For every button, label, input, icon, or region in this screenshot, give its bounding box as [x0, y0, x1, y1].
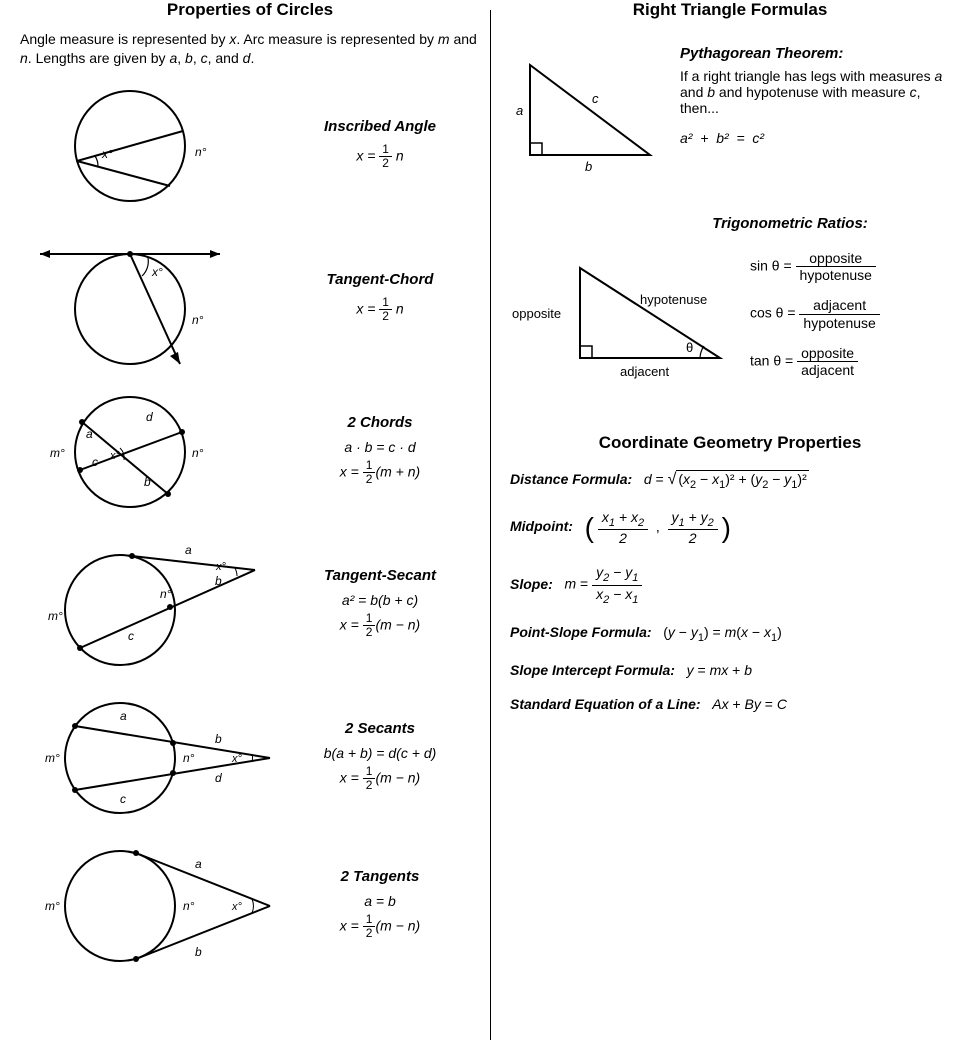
svg-text:a: a	[195, 857, 202, 871]
title-tangentsecant: Tangent-Secant	[280, 567, 480, 584]
section-trig: Trigonometric Ratios: θ opposite adjacen…	[510, 215, 950, 398]
title-twosecants: 2 Secants	[280, 720, 480, 737]
svg-text:x°: x°	[109, 450, 121, 462]
svg-text:a: a	[185, 543, 192, 557]
formula-inscribed-1: x = 12 n	[280, 143, 480, 170]
diagram-inscribed: x° n°	[20, 76, 280, 216]
svg-text:x°: x°	[101, 147, 113, 161]
svg-text:a: a	[516, 103, 523, 118]
diagram-tangentsecant: a b c n° m° x°	[20, 530, 280, 680]
diagram-twochords: a d c b x° m° n°	[20, 382, 280, 522]
svg-text:x°: x°	[215, 561, 227, 573]
cg-standard: Standard Equation of a Line: Ax + By = C	[510, 696, 950, 712]
row-tangentchord: x° n° Tangent-Chord x = 12 n	[20, 224, 480, 374]
formulas-tangentsecant: Tangent-Secant a² = b(b + c) x = 12(m − …	[280, 567, 480, 643]
title-pythagorean: Pythagorean Theorem:	[680, 45, 950, 62]
formula-twochords-2: x = 12(m + n)	[280, 459, 480, 486]
formula-tangentchord-1: x = 12 n	[280, 296, 480, 323]
formula-tangentsecant-1: a² = b(b + c)	[280, 592, 480, 608]
text-pythagorean: If a right triangle has legs with measur…	[680, 68, 950, 116]
formula-twochords-1: a · b = c · d	[280, 439, 480, 455]
svg-text:b: b	[585, 159, 592, 174]
svg-text:c: c	[128, 629, 134, 643]
svg-text:d: d	[146, 410, 153, 424]
right-column: Right Triangle Formulas a b c Pythagorea…	[510, 0, 950, 730]
diagram-tangentchord: x° n°	[20, 224, 280, 374]
label-adjacent: adjacent	[620, 364, 670, 379]
label-opposite: opposite	[512, 306, 561, 321]
ratio-cos: cos θ = adjacenthypotenuse	[750, 297, 950, 330]
title-inscribed: Inscribed Angle	[280, 118, 480, 135]
diagram-twotangents: a b n° m° x°	[20, 836, 280, 976]
svg-text:a: a	[86, 427, 93, 441]
cg-slopeint: Slope Intercept Formula: y = mx + b	[510, 662, 950, 678]
diagram-twosecants: a b c d n° m° x°	[20, 688, 280, 828]
cg-pointslope: Point-Slope Formula: (y − y1) = m(x − x1…	[510, 624, 950, 644]
right-heading1: Right Triangle Formulas	[510, 0, 950, 20]
svg-text:n°: n°	[183, 899, 195, 913]
row-twotangents: a b n° m° x° 2 Tangents a = b x = 12(m −…	[20, 836, 480, 976]
svg-text:m°: m°	[45, 899, 60, 913]
svg-text:b: b	[195, 945, 202, 959]
title-twochords: 2 Chords	[280, 414, 480, 431]
row-inscribed: x° n° Inscribed Angle x = 12 n	[20, 76, 480, 216]
ratio-sin: sin θ = oppositehypotenuse	[750, 250, 950, 283]
formula-twosecants-2: x = 12(m − n)	[280, 765, 480, 792]
svg-text:d: d	[215, 771, 222, 785]
cg-distance: Distance Formula: d = √(x2 − x1)² + (y2 …	[510, 471, 950, 491]
formula-pythagorean: a² + b² = c²	[680, 130, 950, 146]
formulas-twosecants: 2 Secants b(a + b) = d(c + d) x = 12(m −…	[280, 720, 480, 796]
formulas-tangentchord: Tangent-Chord x = 12 n	[280, 271, 480, 327]
svg-text:m°: m°	[50, 446, 65, 460]
svg-text:n°: n°	[160, 587, 172, 601]
svg-text:n°: n°	[192, 313, 204, 327]
svg-text:n°: n°	[183, 751, 195, 765]
svg-text:n°: n°	[192, 446, 204, 460]
formula-twotangents-1: a = b	[280, 893, 480, 909]
formula-tangentsecant-2: x = 12(m − n)	[280, 612, 480, 639]
svg-text:c: c	[120, 792, 126, 806]
left-column: Properties of Circles Angle measure is r…	[20, 0, 480, 976]
svg-text:c: c	[592, 91, 599, 106]
cg-slope: Slope: m = y2 − y1x2 − x1	[510, 564, 950, 606]
section-pythagorean: a b c Pythagorean Theorem: If a right tr…	[510, 45, 950, 175]
svg-text:b: b	[144, 475, 151, 489]
ratio-tan: tan θ = oppositeadjacent	[750, 345, 950, 378]
svg-text:n°: n°	[195, 145, 207, 159]
right-heading2: Coordinate Geometry Properties	[510, 433, 950, 453]
svg-text:m°: m°	[48, 609, 63, 623]
svg-text:b: b	[215, 574, 222, 588]
formulas-twochords: 2 Chords a · b = c · d x = 12(m + n)	[280, 414, 480, 490]
left-heading: Properties of Circles	[20, 0, 480, 20]
label-hypotenuse: hypotenuse	[640, 292, 707, 307]
svg-text:x°: x°	[151, 265, 163, 279]
svg-text:b: b	[215, 732, 222, 746]
formula-twosecants-1: b(a + b) = d(c + d)	[280, 745, 480, 761]
formulas-twotangents: 2 Tangents a = b x = 12(m − n)	[280, 868, 480, 944]
title-tangentchord: Tangent-Chord	[280, 271, 480, 288]
column-divider	[490, 10, 491, 1040]
row-tangentsecant: a b c n° m° x° Tangent-Secant a² = b(b +…	[20, 530, 480, 680]
left-intro: Angle measure is represented by x. Arc m…	[20, 30, 480, 68]
svg-text:m°: m°	[45, 751, 60, 765]
title-twotangents: 2 Tangents	[280, 868, 480, 885]
title-trig: Trigonometric Ratios:	[630, 215, 950, 232]
svg-text:x°: x°	[231, 753, 243, 765]
diagram-right-triangle-pyth: a b c	[510, 45, 670, 175]
row-twosecants: a b c d n° m° x° 2 Secants b(a + b) = d(…	[20, 688, 480, 828]
svg-text:a: a	[120, 709, 127, 723]
svg-text:c: c	[92, 455, 98, 469]
svg-text:θ: θ	[686, 340, 693, 355]
formulas-inscribed: Inscribed Angle x = 12 n	[280, 118, 480, 174]
formula-twotangents-2: x = 12(m − n)	[280, 913, 480, 940]
svg-text:x°: x°	[231, 901, 243, 913]
cg-midpoint: Midpoint: ( x1 + x22 , y1 + y22 )	[510, 509, 950, 547]
row-twochords: a d c b x° m° n° 2 Chords a · b = c · d …	[20, 382, 480, 522]
diagram-right-triangle-trig: θ opposite adjacent hypotenuse	[510, 238, 750, 398]
